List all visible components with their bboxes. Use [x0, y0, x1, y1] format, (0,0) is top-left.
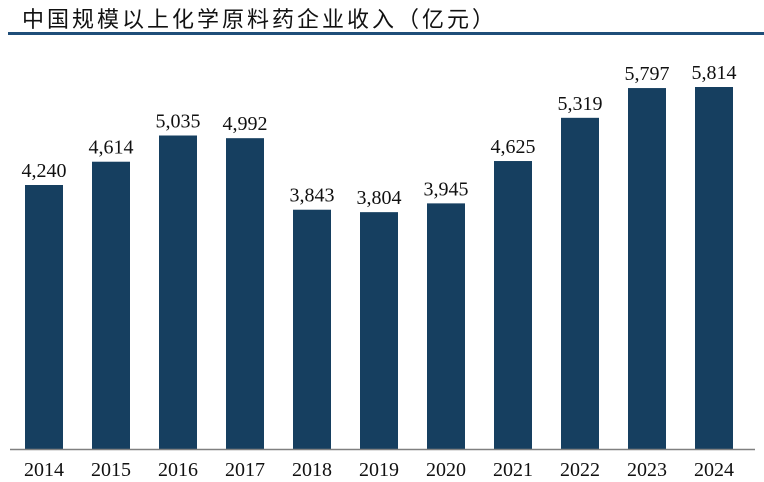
bar-2018 — [293, 209, 331, 449]
bar-2021 — [494, 161, 532, 449]
x-tick-label-2018: 2018 — [292, 459, 332, 481]
data-label-2018: 3,843 — [290, 185, 335, 207]
data-label-2019: 3,804 — [357, 187, 402, 209]
bar-2023 — [628, 88, 666, 450]
data-label-2024: 5,814 — [692, 62, 737, 84]
x-tick-label-2014: 2014 — [24, 459, 64, 481]
x-tick-label-2020: 2020 — [426, 459, 466, 481]
x-tick-label-2017: 2017 — [225, 459, 265, 481]
bar-2024 — [695, 87, 733, 449]
title-rule — [8, 32, 764, 35]
data-label-2022: 5,319 — [558, 93, 603, 115]
bar-2019 — [360, 212, 398, 449]
x-tick-label-2021: 2021 — [493, 459, 533, 481]
data-label-2023: 5,797 — [625, 63, 670, 85]
chart-title: 中国规模以上化学原料药企业收入（亿元） — [22, 8, 498, 33]
x-tick-label-2019: 2019 — [359, 459, 399, 481]
bar-2016 — [159, 135, 197, 449]
data-label-2016: 5,035 — [156, 111, 201, 133]
data-label-2020: 3,945 — [424, 178, 469, 200]
x-tick-label-2016: 2016 — [158, 459, 198, 481]
data-label-2014: 4,240 — [22, 160, 67, 182]
x-tick-label-2022: 2022 — [560, 459, 600, 481]
bar-2022 — [561, 117, 599, 449]
x-tick-label-2015: 2015 — [91, 459, 131, 481]
data-label-2015: 4,614 — [89, 137, 134, 159]
data-label-2021: 4,625 — [491, 136, 536, 158]
bar-2015 — [92, 161, 130, 450]
x-tick-label-2023: 2023 — [627, 459, 667, 481]
bar-2017 — [226, 138, 264, 449]
data-label-2017: 4,992 — [223, 113, 268, 135]
bar-2020 — [427, 203, 465, 449]
x-tick-label-2024: 2024 — [694, 459, 734, 481]
bar-2014 — [25, 185, 63, 449]
